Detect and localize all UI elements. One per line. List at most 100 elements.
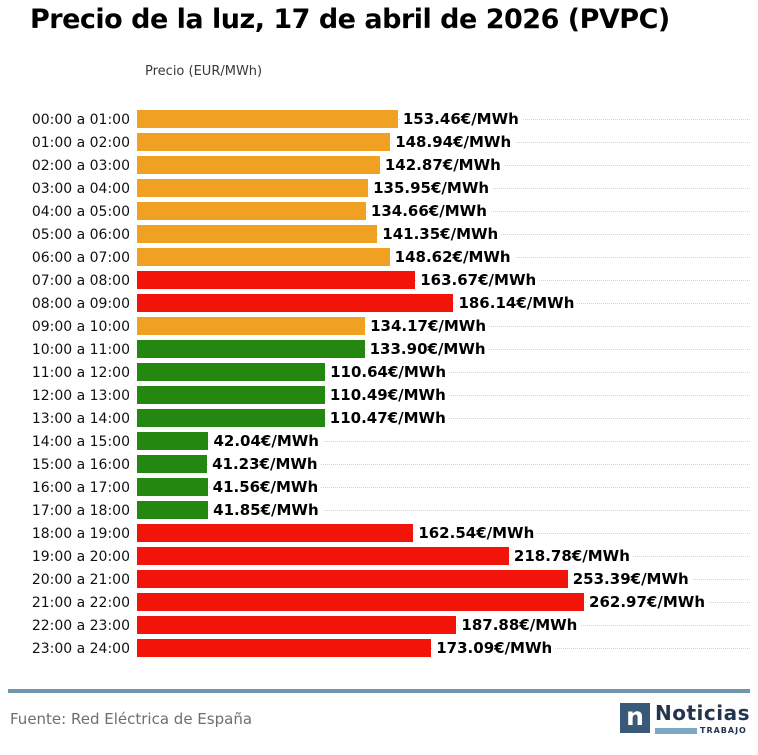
bar-row: 05:00 a 06:00 141.35€/MWh <box>0 223 758 246</box>
bar-track: 153.46€/MWh <box>137 108 750 131</box>
price-bar <box>137 639 432 657</box>
price-bar <box>137 271 416 289</box>
time-label: 02:00 a 03:00 <box>31 157 130 174</box>
bar-track: 135.95€/MWh <box>137 177 750 200</box>
bar-track: 173.09€/MWh <box>137 637 750 660</box>
bar-track: 186.14€/MWh <box>137 292 750 315</box>
price-bar <box>137 593 585 611</box>
row-gridline <box>137 464 750 465</box>
bar-track: 148.94€/MWh <box>137 131 750 154</box>
price-bar <box>137 409 325 427</box>
footer: Fuente: Red Eléctrica de España n Notici… <box>8 701 750 736</box>
bar-track: 110.49€/MWh <box>137 384 750 407</box>
bar-track: 218.78€/MWh <box>137 545 750 568</box>
time-label: 06:00 a 07:00 <box>31 249 130 266</box>
time-label: 18:00 a 19:00 <box>31 525 130 542</box>
bar-track: 142.87€/MWh <box>137 154 750 177</box>
price-value-label: 186.14€/MWh <box>455 292 578 315</box>
axis-label: Precio (EUR/MWh) <box>145 64 263 79</box>
bar-track: 42.04€/MWh <box>137 430 750 453</box>
price-value-label: 253.39€/MWh <box>569 568 692 591</box>
time-label: 05:00 a 06:00 <box>31 226 130 243</box>
price-value-label: 41.85€/MWh <box>210 499 322 522</box>
price-bar <box>137 616 457 634</box>
price-value-label: 173.09€/MWh <box>433 637 556 660</box>
price-bar-chart: 00:00 a 01:00 153.46€/MWh 01:00 a 02:00 … <box>0 108 758 660</box>
bar-row: 04:00 a 05:00 134.66€/MWh <box>0 200 758 223</box>
price-bar <box>137 363 326 381</box>
price-bar <box>137 547 509 565</box>
price-value-label: 163.67€/MWh <box>417 269 540 292</box>
bar-row: 23:00 a 24:00 173.09€/MWh <box>0 637 758 660</box>
price-value-label: 162.54€/MWh <box>415 522 538 545</box>
logo-n-icon: n <box>619 703 650 733</box>
bar-row: 10:00 a 11:00 133.90€/MWh <box>0 338 758 361</box>
bar-row: 12:00 a 13:00 110.49€/MWh <box>0 384 758 407</box>
bar-track: 148.62€/MWh <box>137 246 750 269</box>
price-bar <box>137 317 366 335</box>
price-value-label: 142.87€/MWh <box>381 154 504 177</box>
bar-track: 133.90€/MWh <box>137 338 750 361</box>
price-bar <box>137 432 209 450</box>
bar-row: 11:00 a 12:00 110.64€/MWh <box>0 361 758 384</box>
bar-row: 16:00 a 17:00 41.56€/MWh <box>0 476 758 499</box>
bar-track: 110.64€/MWh <box>137 361 750 384</box>
time-label: 23:00 a 24:00 <box>31 640 130 657</box>
price-value-label: 133.90€/MWh <box>366 338 489 361</box>
bar-row: 03:00 a 04:00 135.95€/MWh <box>0 177 758 200</box>
time-label: 15:00 a 16:00 <box>31 456 130 473</box>
time-label: 03:00 a 04:00 <box>31 180 130 197</box>
bar-track: 163.67€/MWh <box>137 269 750 292</box>
logo-name: Noticias <box>654 701 750 725</box>
bar-track: 162.54€/MWh <box>137 522 750 545</box>
price-value-label: 41.23€/MWh <box>209 453 321 476</box>
time-label: 22:00 a 23:00 <box>31 617 130 634</box>
time-label: 07:00 a 08:00 <box>31 272 130 289</box>
bar-track: 134.17€/MWh <box>137 315 750 338</box>
bar-row: 21:00 a 22:00 262.97€/MWh <box>0 591 758 614</box>
bar-row: 02:00 a 03:00 142.87€/MWh <box>0 154 758 177</box>
price-bar <box>137 386 325 404</box>
time-label: 16:00 a 17:00 <box>31 479 130 496</box>
price-bar <box>137 455 208 473</box>
price-bar <box>137 110 398 128</box>
price-bar <box>137 478 208 496</box>
time-label: 17:00 a 18:00 <box>31 502 130 519</box>
price-bar <box>137 225 378 243</box>
bar-track: 41.23€/MWh <box>137 453 750 476</box>
price-value-label: 262.97€/MWh <box>586 591 708 614</box>
price-bar <box>137 133 391 151</box>
bar-row: 08:00 a 09:00 186.14€/MWh <box>0 292 758 315</box>
time-label: 13:00 a 14:00 <box>31 410 130 427</box>
bar-row: 19:00 a 20:00 218.78€/MWh <box>0 545 758 568</box>
price-bar <box>137 248 390 266</box>
bar-row: 01:00 a 02:00 148.94€/MWh <box>0 131 758 154</box>
price-bar <box>137 179 369 197</box>
price-bar <box>137 340 365 358</box>
price-value-label: 134.66€/MWh <box>367 200 490 223</box>
time-label: 00:00 a 01:00 <box>31 111 130 128</box>
bar-track: 41.85€/MWh <box>137 499 750 522</box>
time-label: 19:00 a 20:00 <box>31 548 130 565</box>
bar-row: 07:00 a 08:00 163.67€/MWh <box>0 269 758 292</box>
time-label: 04:00 a 05:00 <box>31 203 130 220</box>
time-label: 10:00 a 11:00 <box>31 341 130 358</box>
price-value-label: 153.46€/MWh <box>399 108 522 131</box>
price-value-label: 110.64€/MWh <box>327 361 450 384</box>
price-value-label: 41.56€/MWh <box>209 476 322 499</box>
time-label: 20:00 a 21:00 <box>31 571 130 588</box>
price-bar <box>137 524 414 542</box>
price-value-label: 218.78€/MWh <box>510 545 633 568</box>
bar-track: 141.35€/MWh <box>137 223 750 246</box>
time-label: 11:00 a 12:00 <box>31 364 130 381</box>
price-value-label: 148.62€/MWh <box>391 246 514 269</box>
bar-row: 14:00 a 15:00 42.04€/MWh <box>0 430 758 453</box>
time-label: 01:00 a 02:00 <box>31 134 130 151</box>
price-value-label: 187.88€/MWh <box>458 614 581 637</box>
bar-track: 187.88€/MWh <box>137 614 750 637</box>
noticias-trabajo-logo: n Noticias TRABAJO <box>619 701 750 735</box>
bar-track: 134.66€/MWh <box>137 200 750 223</box>
row-gridline <box>137 487 750 488</box>
price-value-label: 135.95€/MWh <box>370 177 493 200</box>
bar-row: 06:00 a 07:00 148.62€/MWh <box>0 246 758 269</box>
